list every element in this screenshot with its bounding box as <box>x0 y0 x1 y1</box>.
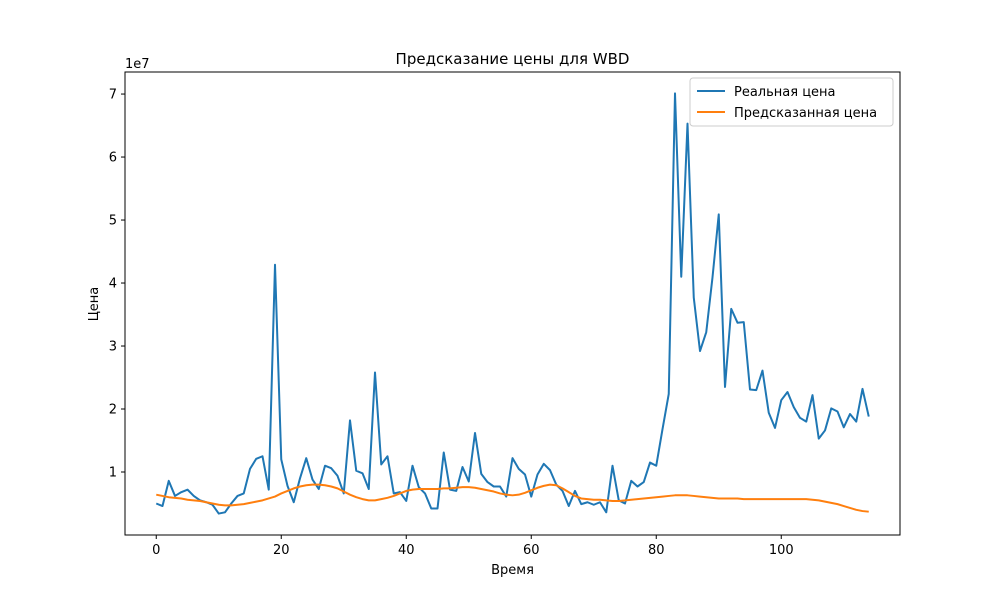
x-tick-label: 100 <box>769 543 794 558</box>
x-tick-label: 60 <box>523 543 540 558</box>
y-axis-label: Цена <box>87 287 102 322</box>
x-axis: 0 20 40 60 80 100 <box>152 535 794 558</box>
y-tick-label: 3 <box>109 340 117 355</box>
x-tick-label: 40 <box>398 543 415 558</box>
series-line-predicted <box>156 483 869 513</box>
chart-title: Предсказание цены для WBD <box>396 50 630 68</box>
y-tick-label: 7 <box>109 88 117 103</box>
legend-label-real: Реальная цена <box>734 85 836 100</box>
legend-box <box>689 77 894 127</box>
y-axis-offset-label: 1e7 <box>125 57 150 72</box>
x-tick-label: 80 <box>648 543 665 558</box>
y-tick-label: 2 <box>109 403 117 418</box>
axes-frame <box>124 71 901 536</box>
x-axis-label: Время <box>491 563 534 578</box>
y-axis: 1 2 3 4 5 6 7 <box>109 88 125 481</box>
plot-area <box>155 92 870 515</box>
legend: Реальная цена Предсказанная цена <box>689 77 894 127</box>
y-tick-label: 5 <box>109 214 117 229</box>
x-tick-label: 20 <box>273 543 290 558</box>
series-line-real <box>155 92 870 515</box>
legend-label-predicted: Предсказанная цена <box>734 106 877 121</box>
y-tick-label: 4 <box>109 277 117 292</box>
y-tick-label: 1 <box>109 466 117 481</box>
y-tick-label: 6 <box>109 151 117 166</box>
x-tick-label: 0 <box>152 543 160 558</box>
